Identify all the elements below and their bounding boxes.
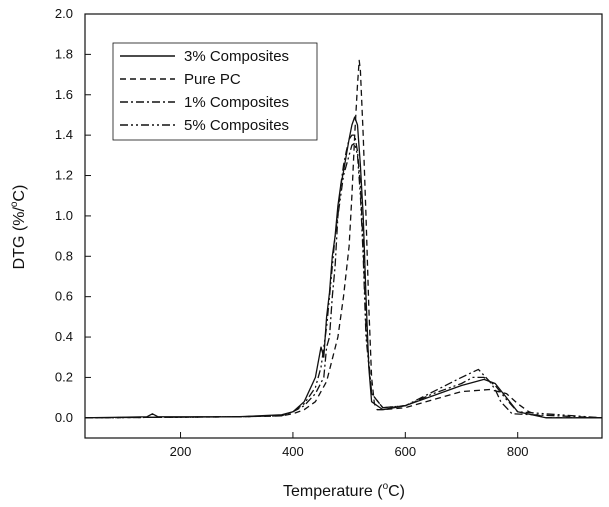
x-tick-label: 600 <box>394 444 416 459</box>
legend-label-1: 3% Composites <box>184 48 289 65</box>
y-tick-label: 0.2 <box>55 369 73 384</box>
y-axis-title-degree: o <box>9 201 20 207</box>
y-axis-ticks: 0.0 0.2 0.4 0.6 0.8 1.0 1.2 1.4 1.6 1.8 2.0 <box>55 6 91 425</box>
x-axis-title-end: C) <box>388 483 405 500</box>
y-tick-label: 1.4 <box>55 127 73 142</box>
legend: 3% Composites Pure PC 1% Composites 5% Comp… <box>112 42 318 141</box>
legend-label-3: 1% Composites <box>184 94 289 111</box>
y-tick-label: 0.8 <box>55 248 73 263</box>
x-tick-label: 200 <box>170 444 192 459</box>
y-axis-title-main: DTG (%/ <box>11 207 28 270</box>
legend-box <box>112 42 318 141</box>
x-axis-title-main: Temperature ( <box>283 483 383 500</box>
x-tick-label: 400 <box>282 444 304 459</box>
y-tick-label: 2.0 <box>55 6 73 21</box>
x-tick-label: 800 <box>507 444 529 459</box>
y-tick-label: 0.6 <box>55 289 73 304</box>
y-tick-label: 1.6 <box>55 87 73 102</box>
x-axis-ticks: 200 400 600 800 <box>170 432 529 459</box>
y-axis-title: DTG (%/oC) <box>9 185 28 270</box>
y-tick-label: 0.0 <box>55 410 73 425</box>
series-line-4 <box>84 142 603 419</box>
series-line-3 <box>84 134 603 419</box>
x-axis-title: Temperature (oC) <box>283 481 405 500</box>
y-tick-label: 1.0 <box>55 208 73 223</box>
x-axis-title-degree: o <box>383 481 389 492</box>
legend-label-4: 5% Composites <box>184 117 289 134</box>
series-line-2 <box>84 59 602 419</box>
y-tick-label: 1.2 <box>55 168 73 183</box>
legend-label-2: Pure PC <box>184 71 241 88</box>
series-lines <box>84 59 603 419</box>
y-tick-label: 1.8 <box>55 46 73 61</box>
y-axis-title-end: C) <box>11 185 28 202</box>
y-tick-label: 0.4 <box>55 329 73 344</box>
